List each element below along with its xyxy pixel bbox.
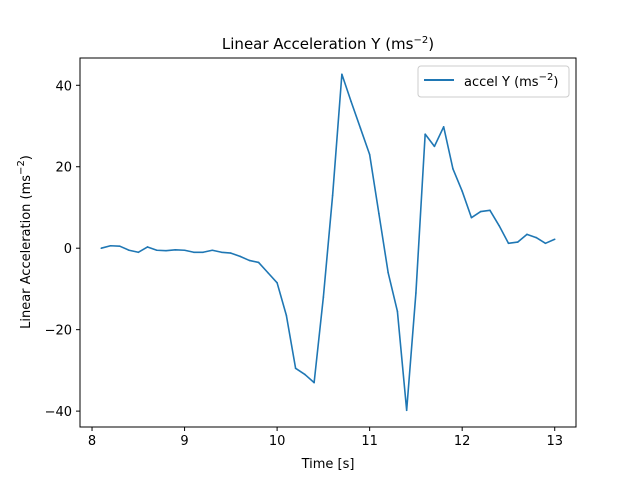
data-point	[220, 251, 223, 254]
data-point	[553, 238, 556, 241]
data-point	[267, 271, 269, 274]
data-point	[202, 251, 204, 254]
data-point	[359, 127, 362, 129]
data-point	[535, 236, 538, 239]
plot-area	[79, 57, 577, 428]
data-point	[544, 242, 547, 245]
legend: accel Y (ms−2)	[417, 65, 570, 98]
data-point	[396, 310, 399, 313]
y-tick-label: 20	[55, 161, 72, 176]
y-tick-label: 40	[55, 79, 72, 94]
data-point	[313, 381, 315, 384]
x-tick-label: 8	[88, 434, 96, 449]
data-point	[156, 249, 158, 252]
x-tick-label: 13	[546, 434, 563, 449]
data-point	[442, 126, 445, 128]
x-tick-label: 9	[180, 434, 188, 449]
data-point	[193, 251, 195, 254]
data-point	[433, 145, 436, 148]
data-point	[415, 292, 417, 294]
x-axis: 8 9 10 11 12 13	[88, 427, 563, 449]
data-point	[304, 373, 306, 376]
data-point	[405, 409, 408, 412]
data-point	[322, 296, 325, 298]
x-tick-label: 11	[361, 434, 378, 449]
series-line-accel-y	[101, 73, 556, 412]
data-point	[331, 194, 334, 197]
data-point	[479, 210, 482, 213]
data-point	[174, 249, 177, 251]
data-point	[387, 271, 389, 274]
data-point	[248, 259, 251, 262]
legend-box	[417, 65, 570, 98]
data-point	[109, 244, 112, 247]
data-point	[146, 246, 149, 248]
data-point	[118, 245, 121, 247]
data-point	[516, 241, 519, 243]
data-point	[211, 249, 214, 252]
data-point	[507, 242, 510, 245]
y-tick-label: 0	[64, 242, 72, 257]
y-axis: −40 −20 0 20 40	[45, 79, 80, 420]
x-axis-label: Time [s]	[301, 457, 355, 472]
data-point	[294, 367, 297, 370]
data-point	[489, 209, 491, 212]
data-point	[128, 249, 130, 252]
data-point	[368, 153, 371, 156]
chart-title: Linear Acceleration Y (ms−2)	[222, 35, 434, 53]
data-point	[276, 282, 278, 284]
series-group	[100, 73, 556, 412]
data-point	[230, 252, 232, 254]
data-point	[424, 133, 426, 135]
data-point	[341, 73, 343, 76]
data-point	[498, 225, 500, 227]
x-tick-label: 10	[269, 434, 286, 449]
data-point	[350, 100, 352, 103]
data-point	[165, 249, 167, 252]
data-point	[137, 251, 140, 254]
data-point	[461, 190, 463, 192]
y-axis-label: Linear Acceleration (ms−2)	[16, 155, 34, 329]
data-point	[470, 216, 473, 219]
data-point	[452, 167, 454, 170]
data-point	[285, 314, 288, 317]
data-point	[183, 249, 186, 252]
data-point	[100, 247, 103, 249]
x-tick-label: 12	[454, 434, 471, 449]
y-tick-label: −40	[45, 405, 72, 420]
legend-label-accel-y: accel Y (ms−2)	[464, 72, 558, 90]
data-point	[378, 212, 380, 215]
y-tick-label: −20	[45, 324, 72, 339]
data-point	[239, 255, 241, 258]
data-point	[257, 261, 260, 264]
data-point	[526, 233, 528, 236]
